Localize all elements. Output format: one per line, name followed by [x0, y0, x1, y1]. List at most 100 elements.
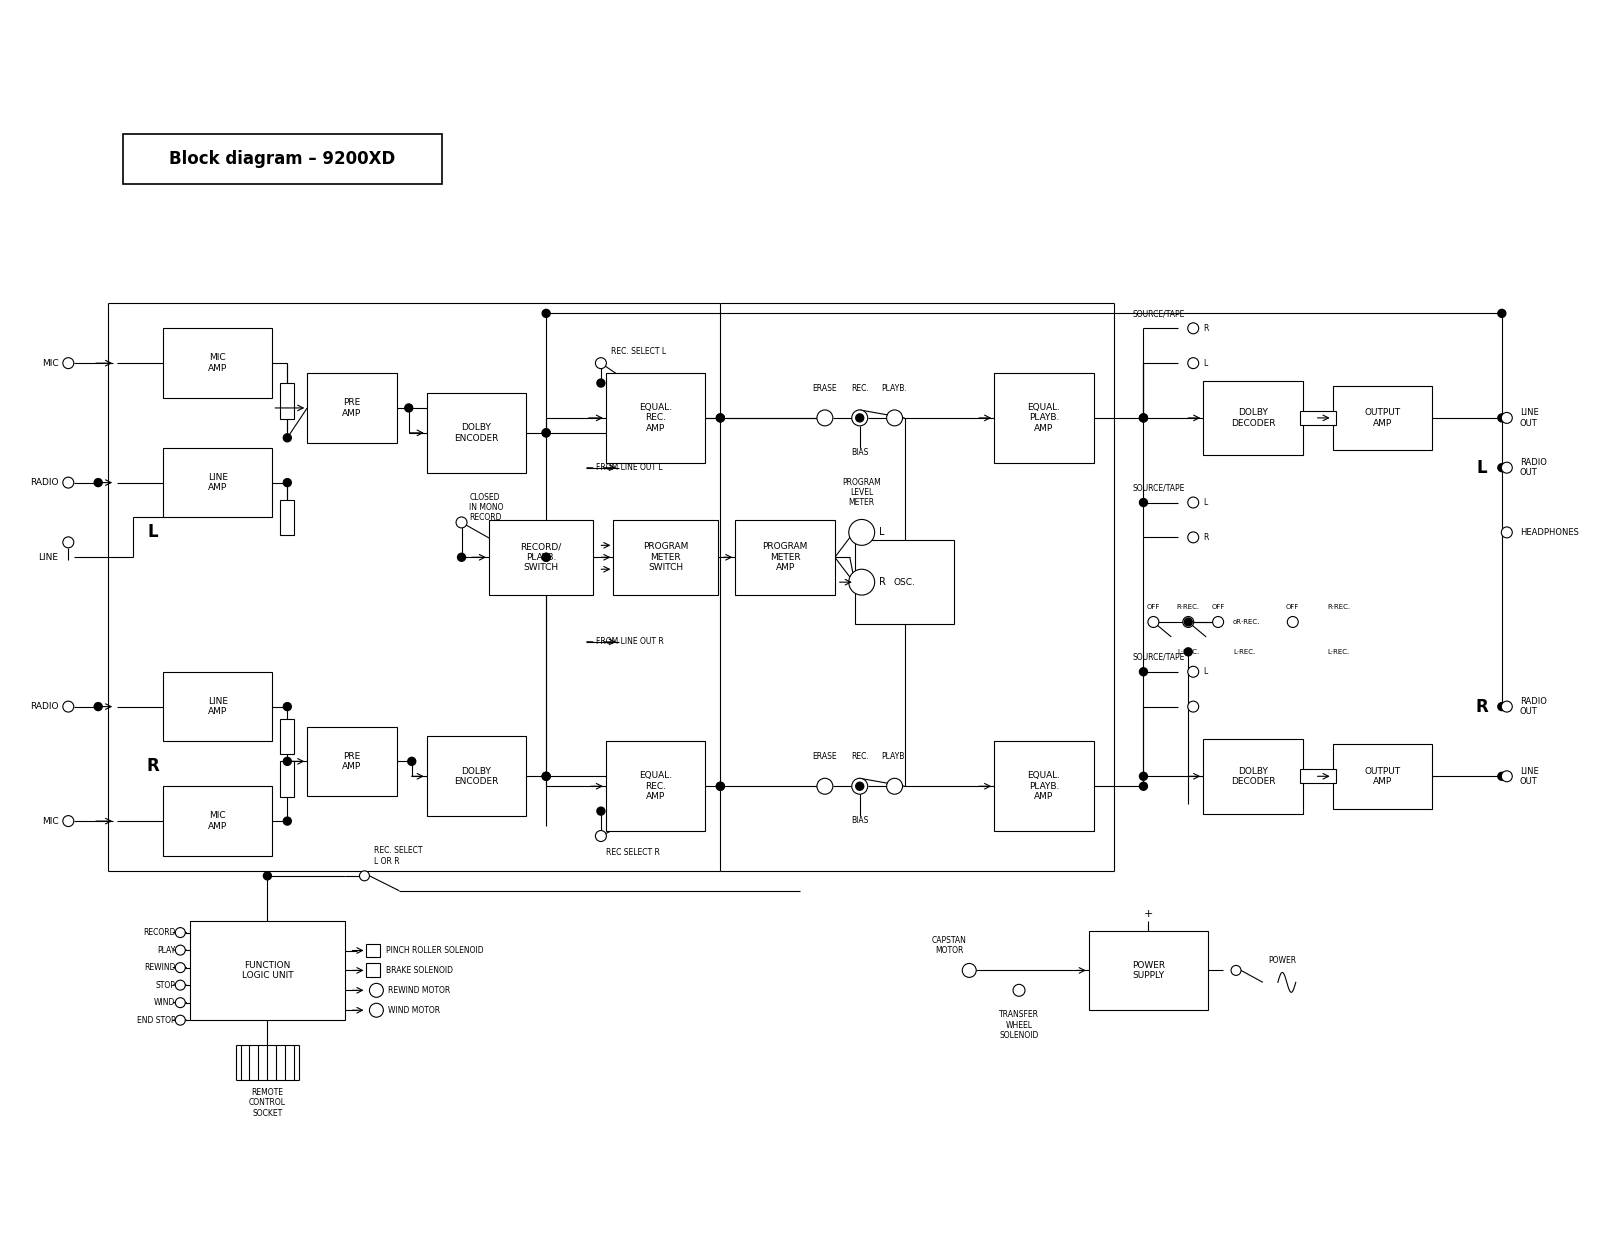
Circle shape — [818, 409, 834, 426]
Text: PROGRAM
LEVEL
METER: PROGRAM LEVEL METER — [842, 477, 882, 507]
Circle shape — [408, 757, 416, 766]
Circle shape — [283, 479, 291, 486]
FancyBboxPatch shape — [1203, 738, 1302, 814]
Circle shape — [1501, 463, 1512, 474]
Text: R: R — [878, 578, 885, 588]
Circle shape — [1501, 527, 1512, 538]
Text: R: R — [1475, 698, 1488, 715]
Text: LINE
AMP: LINE AMP — [208, 473, 227, 492]
Circle shape — [886, 778, 902, 794]
Circle shape — [176, 962, 186, 972]
FancyBboxPatch shape — [427, 736, 526, 816]
FancyBboxPatch shape — [307, 726, 397, 797]
Text: RADIO: RADIO — [30, 703, 58, 711]
Text: LINE
AMP: LINE AMP — [208, 696, 227, 716]
Text: LINE
OUT: LINE OUT — [1520, 767, 1539, 785]
FancyBboxPatch shape — [1203, 381, 1302, 455]
Text: LINE
OUT: LINE OUT — [1520, 408, 1539, 428]
Text: PLAYB.: PLAYB. — [882, 752, 907, 761]
Text: FUNCTION
LOGIC UNIT: FUNCTION LOGIC UNIT — [242, 961, 293, 980]
Circle shape — [62, 815, 74, 826]
FancyBboxPatch shape — [994, 741, 1094, 831]
Text: oR·REC.: oR·REC. — [1234, 618, 1261, 625]
Text: REWIND MOTOR: REWIND MOTOR — [389, 986, 451, 995]
Text: RECORD/
PLAYB.
SWITCH: RECORD/ PLAYB. SWITCH — [520, 542, 562, 573]
Circle shape — [1498, 464, 1506, 471]
Text: DOLBY
ENCODER: DOLBY ENCODER — [454, 767, 499, 785]
Text: ERASE: ERASE — [813, 752, 837, 761]
Text: PINCH ROLLER SOLENOID: PINCH ROLLER SOLENOID — [386, 946, 483, 955]
Text: BRAKE SOLENOID: BRAKE SOLENOID — [386, 966, 453, 975]
FancyBboxPatch shape — [123, 134, 442, 184]
Bar — [280, 761, 294, 797]
Circle shape — [1187, 323, 1198, 334]
Text: OUTPUT
AMP: OUTPUT AMP — [1365, 408, 1400, 428]
Text: LINE: LINE — [38, 553, 58, 562]
Bar — [366, 964, 381, 977]
Circle shape — [542, 429, 550, 437]
Circle shape — [1501, 701, 1512, 713]
Text: CAPSTAN
MOTOR: CAPSTAN MOTOR — [931, 936, 966, 955]
Circle shape — [94, 703, 102, 710]
Text: SOURCE/TAPE: SOURCE/TAPE — [1133, 653, 1184, 662]
Text: BIAS: BIAS — [851, 448, 869, 456]
FancyBboxPatch shape — [163, 448, 272, 517]
Circle shape — [1013, 985, 1026, 996]
Circle shape — [1187, 667, 1198, 677]
Bar — [280, 719, 294, 755]
Circle shape — [597, 379, 605, 387]
Text: HEADPHONES: HEADPHONES — [1520, 528, 1579, 537]
Text: DOLBY
ENCODER: DOLBY ENCODER — [454, 423, 499, 443]
Circle shape — [1139, 499, 1147, 506]
Circle shape — [176, 1016, 186, 1025]
Circle shape — [717, 782, 725, 790]
Text: — FROM LINE OUT R: — FROM LINE OUT R — [586, 637, 664, 647]
Text: TRANSFER
WHEEL
SOLENOID: TRANSFER WHEEL SOLENOID — [998, 1011, 1038, 1040]
FancyBboxPatch shape — [307, 374, 397, 443]
Text: RADIO
OUT: RADIO OUT — [1520, 458, 1547, 477]
Bar — [1299, 411, 1336, 424]
Text: L: L — [147, 523, 158, 542]
Text: REC. SELECT L: REC. SELECT L — [611, 348, 666, 356]
Text: CLOSED
IN MONO
RECORD: CLOSED IN MONO RECORD — [469, 492, 504, 522]
FancyBboxPatch shape — [606, 741, 706, 831]
FancyBboxPatch shape — [994, 374, 1094, 463]
Circle shape — [283, 703, 291, 710]
Text: L·REC.: L·REC. — [1234, 649, 1256, 654]
Text: L·REC.: L·REC. — [1178, 649, 1200, 654]
Circle shape — [818, 778, 834, 794]
Text: MIC
AMP: MIC AMP — [208, 811, 227, 831]
FancyBboxPatch shape — [736, 520, 835, 595]
Text: R·REC.: R·REC. — [1328, 604, 1350, 610]
Circle shape — [405, 404, 413, 412]
Circle shape — [848, 520, 875, 546]
Circle shape — [1501, 412, 1512, 423]
Circle shape — [62, 537, 74, 548]
Text: REC. SELECT
L OR R: REC. SELECT L OR R — [374, 846, 422, 866]
Text: EQUAL.
PLAYB.
AMP: EQUAL. PLAYB. AMP — [1027, 772, 1061, 802]
FancyBboxPatch shape — [163, 787, 272, 856]
Circle shape — [1230, 965, 1242, 976]
Circle shape — [1498, 309, 1506, 318]
Circle shape — [1498, 703, 1506, 710]
Text: STOP: STOP — [155, 981, 176, 990]
FancyBboxPatch shape — [606, 374, 706, 463]
Bar — [280, 383, 294, 419]
Text: SOURCE/TAPE: SOURCE/TAPE — [1133, 309, 1184, 318]
Circle shape — [1182, 616, 1194, 627]
Text: +: + — [1144, 909, 1154, 919]
Text: REC.: REC. — [851, 383, 869, 393]
FancyBboxPatch shape — [613, 520, 718, 595]
Circle shape — [1139, 414, 1147, 422]
Circle shape — [370, 1003, 384, 1017]
Circle shape — [62, 701, 74, 713]
Circle shape — [717, 782, 725, 790]
Text: L: L — [1203, 499, 1208, 507]
Circle shape — [595, 830, 606, 841]
Circle shape — [542, 309, 550, 318]
FancyBboxPatch shape — [190, 920, 344, 1021]
Bar — [366, 944, 381, 957]
Text: R: R — [147, 757, 160, 776]
FancyBboxPatch shape — [163, 328, 272, 398]
FancyBboxPatch shape — [1333, 743, 1432, 809]
